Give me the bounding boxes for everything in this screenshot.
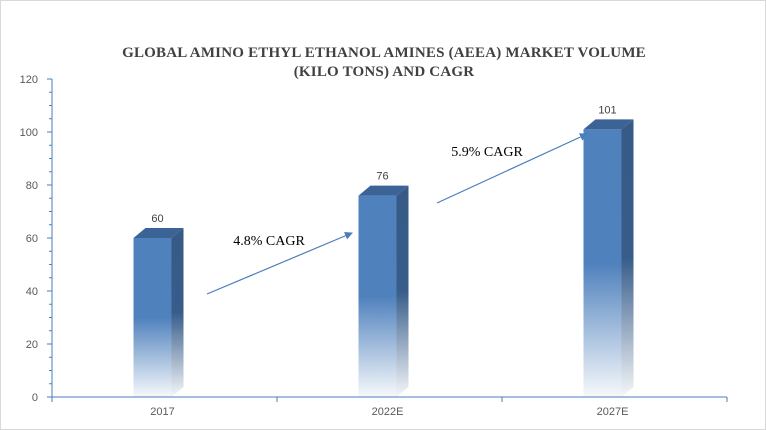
bar-top: [133, 228, 184, 238]
x-axis: 2017 2022E 2027E: [51, 396, 728, 418]
bar-value-label: 101: [598, 104, 616, 116]
bar-value-label: 76: [376, 171, 388, 183]
y-tick-label: 40: [26, 286, 38, 298]
bar-front: [358, 195, 397, 397]
chart-title: GLOBAL AMINO ETHYL ETHANOL AMINES (AEEA)…: [1, 44, 765, 82]
bar-top: [358, 185, 409, 196]
y-tick-label: 120: [20, 74, 38, 86]
bar-2027E: 101: [583, 104, 634, 397]
chart-title-line-1: GLOBAL AMINO ETHYL ETHANOL AMINES (AEEA)…: [122, 45, 646, 61]
y-axis: 0 20 40 60 80 100 120: [20, 74, 53, 404]
chart-title-line-2: (KILO TONS) AND CAGR: [293, 64, 475, 80]
bar-side: [621, 119, 634, 397]
x-tick-label: 2027E: [597, 406, 629, 418]
bar-top: [583, 119, 634, 130]
cagr-arrow: [206, 232, 353, 295]
y-tick-label: 60: [26, 233, 38, 245]
x-tick-label: 2022E: [372, 406, 404, 418]
bar-front: [583, 129, 622, 397]
y-tick-label: 80: [26, 180, 38, 192]
cagr-arrow: [436, 133, 588, 204]
bar-series: 60 76 101: [133, 104, 634, 397]
bar-side: [171, 228, 184, 397]
bar-2017: 60: [133, 213, 184, 397]
bar-side: [396, 185, 409, 397]
bar-2022E: 76: [358, 171, 409, 397]
bar-front: [133, 238, 172, 397]
y-tick-label: 0: [32, 392, 38, 404]
y-tick-label: 100: [20, 127, 38, 139]
cagr-annotations: 4.8% CAGR 5.9% CAGR: [206, 133, 588, 295]
y-tick-label: 20: [26, 339, 38, 351]
cagr-label: 4.8% CAGR: [233, 234, 305, 249]
cagr-label: 5.9% CAGR: [451, 145, 523, 160]
bar-value-label: 60: [151, 213, 163, 225]
x-tick-label: 2017: [150, 406, 174, 418]
